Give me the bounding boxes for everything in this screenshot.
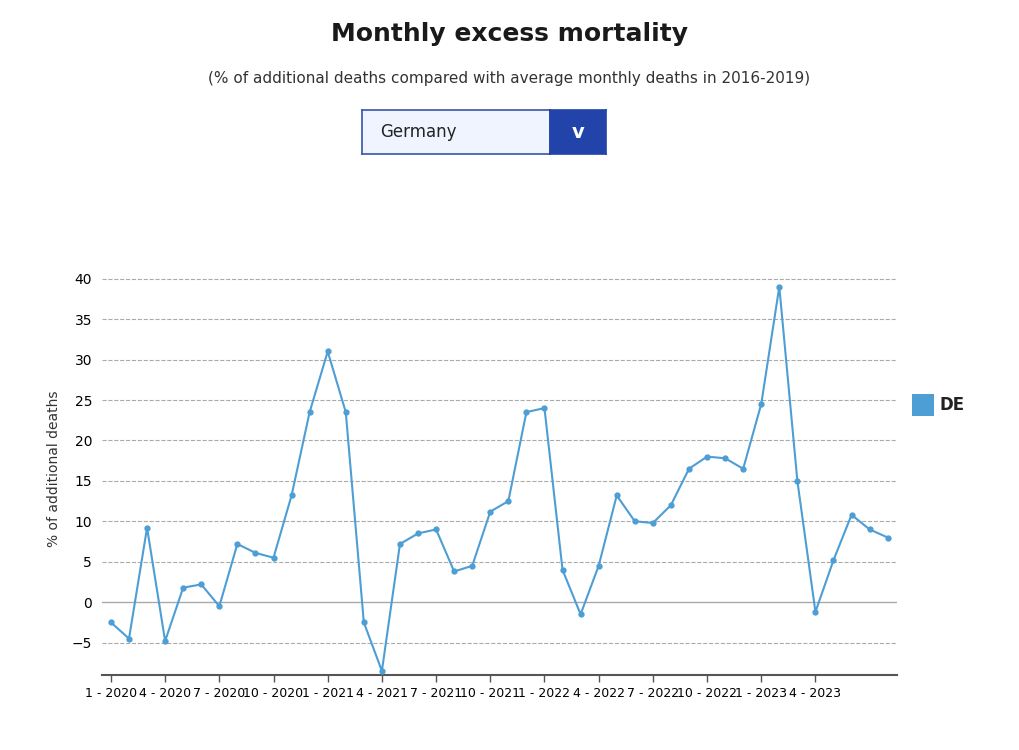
Text: Monthly excess mortality: Monthly excess mortality — [331, 22, 688, 46]
Text: (% of additional deaths compared with average monthly deaths in 2016-2019): (% of additional deaths compared with av… — [209, 71, 810, 86]
Y-axis label: % of additional deaths: % of additional deaths — [47, 391, 61, 547]
Text: v: v — [572, 122, 585, 142]
Text: DE: DE — [940, 396, 965, 414]
Text: Germany: Germany — [380, 123, 458, 141]
